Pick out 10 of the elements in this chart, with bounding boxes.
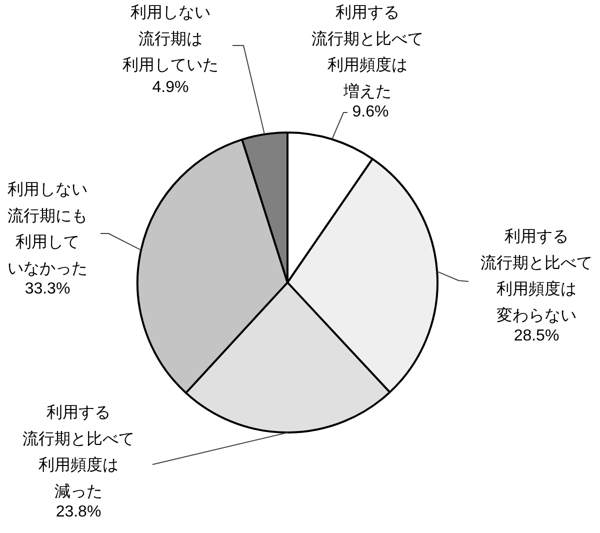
slice-label: 利用しない流行期にも利用していなかった [8, 180, 88, 278]
slice-label: 利用する流行期と比べて利用頻度は変わらない [480, 228, 592, 325]
data-label: 4.9% [152, 78, 189, 96]
data-label: 28.5% [514, 328, 560, 345]
data-label: 9.6% [352, 104, 389, 121]
data-label: 33.3% [24, 280, 70, 298]
slice-label: 利用しない流行期は利用していた [122, 4, 218, 74]
slice-label: 利用する流行期と比べて利用頻度は増えた [312, 4, 424, 101]
slice-label: 利用する流行期と比べて利用頻度は減った [22, 404, 134, 501]
data-label: 23.8% [56, 504, 102, 521]
